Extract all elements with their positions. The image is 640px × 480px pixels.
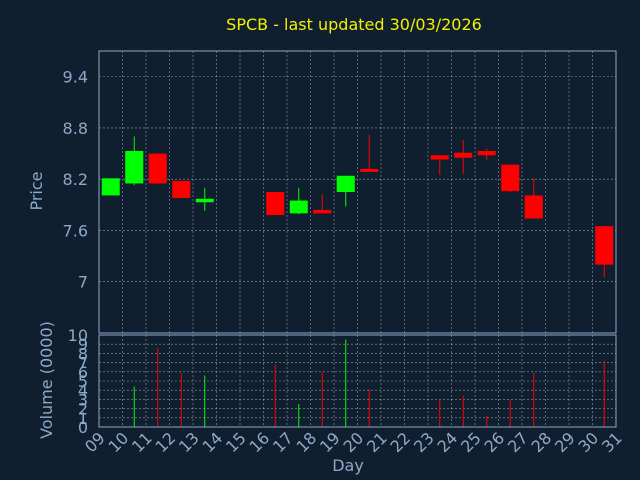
candle-body: [430, 155, 449, 160]
candle-body: [524, 195, 543, 219]
candle-body: [313, 209, 332, 214]
volume-tick-label: 4: [78, 381, 88, 400]
x-axis-title: Day: [332, 456, 364, 475]
price-tick-labels: 7 7.6 8.2 8.8 9.4: [63, 68, 88, 292]
chart-title: SPCB - last updated 30/03/2026: [226, 15, 482, 34]
candles: [101, 134, 614, 278]
candle-body: [477, 150, 496, 156]
price-tick-label: 8.8: [63, 119, 88, 138]
volume-axis-title: Volume (0000): [37, 321, 56, 439]
volume-tick-label: 8: [78, 344, 88, 363]
volume-tick-label: 0: [78, 418, 88, 437]
price-grid: [99, 51, 616, 333]
x-tick-labels: 0910111213141516171819202122232425262728…: [81, 428, 626, 456]
price-tick-label: 8.2: [63, 170, 88, 189]
candle-body: [172, 180, 191, 198]
candle-body: [454, 152, 473, 158]
candle-body: [501, 164, 520, 192]
candle-body: [195, 198, 214, 203]
candle-body: [289, 200, 308, 214]
candle-body: [336, 175, 355, 192]
volume-tick-label: 3: [78, 390, 88, 409]
volume-plot-border: [98, 334, 617, 428]
candle-body: [595, 226, 614, 265]
volume-bars: [133, 339, 605, 427]
volume-tick-label: 6: [78, 363, 88, 382]
price-tick-label: 7: [78, 273, 88, 292]
price-tick-label: 9.4: [63, 68, 88, 87]
price-plot-border: [98, 50, 617, 334]
volume-tick-label: 10: [68, 326, 88, 345]
volume-tick-label: 7: [78, 354, 88, 373]
volume-tick-label: 5: [78, 372, 88, 391]
candle-body: [266, 192, 285, 216]
volume-tick-label: 9: [78, 335, 88, 354]
candle-body: [101, 178, 120, 196]
candle-body: [148, 153, 167, 184]
price-tick-label: 7.6: [63, 221, 88, 240]
volume-grid: [99, 334, 616, 428]
candle-body: [360, 168, 379, 172]
volume-tick-label: 2: [78, 400, 88, 419]
price-axis-title: Price: [27, 171, 46, 210]
volume-tick-label: 1: [78, 409, 88, 428]
candle-body: [125, 150, 144, 184]
